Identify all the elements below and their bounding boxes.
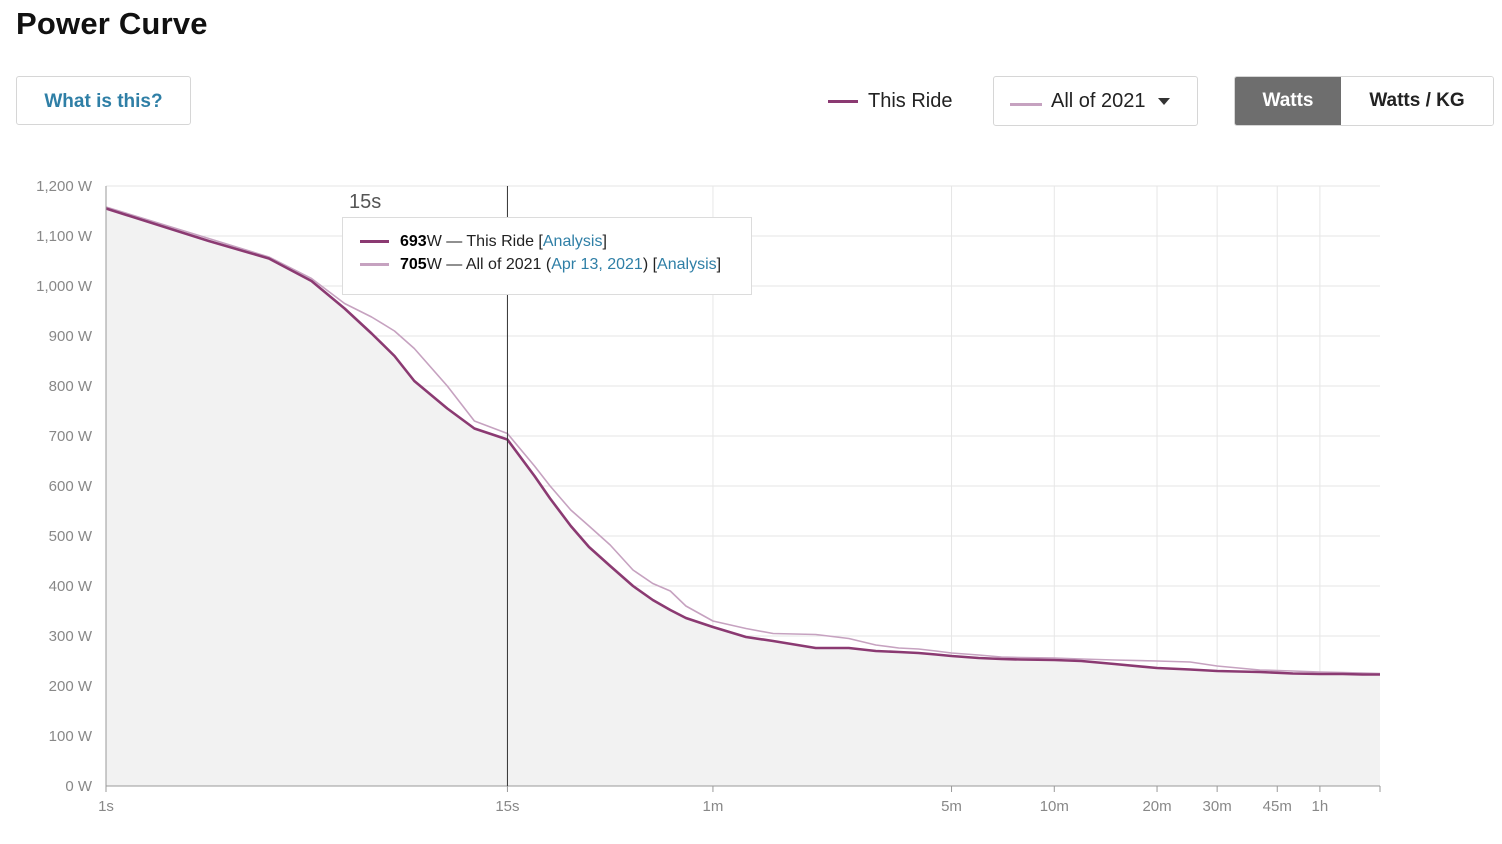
unit-watts-per-kg-button[interactable]: Watts / KG: [1341, 77, 1493, 125]
unit-watts-button[interactable]: Watts: [1235, 77, 1341, 125]
x-tick-label: 15s: [495, 798, 519, 815]
cursor-time-label: 15s: [349, 191, 382, 213]
page-title: Power Curve: [16, 6, 208, 41]
tooltip-this-ride-swatch: [360, 240, 389, 243]
tooltip-row-this-ride: 693 W — This Ride [ Analysis ]: [360, 230, 751, 253]
y-tick-label: 600 W: [49, 478, 93, 495]
chevron-down-icon: [1157, 97, 1170, 105]
x-tick-label: 1h: [1312, 798, 1329, 815]
tooltip-compare-close-bracket: ]: [716, 255, 722, 273]
tooltip-compare-value: 705: [400, 255, 427, 273]
this-ride-swatch: [828, 99, 858, 103]
series-lines: [105, 206, 1381, 676]
y-tick-label: 500 W: [49, 528, 93, 545]
y-tick-label: 800 W: [49, 378, 93, 395]
tooltip-this-ride-analysis-link[interactable]: Analysis: [542, 232, 603, 250]
y-tick-label: 0 W: [65, 778, 93, 795]
y-tick-label: 100 W: [49, 728, 93, 745]
y-tick-label: 1,000 W: [36, 278, 93, 295]
axes: 0 W 100 W 200 W 300 W 400 W 500 W 600 W 700 W 80…: [36, 178, 1381, 815]
x-tick-label: 1s: [98, 798, 114, 815]
y-tick-label: 1,200 W: [36, 178, 93, 195]
tooltip-compare-swatch: [360, 263, 389, 266]
y-tick-label: 200 W: [49, 678, 93, 695]
x-tick-label: 1m: [703, 798, 724, 815]
tooltip-this-ride-close-bracket: ]: [602, 232, 607, 250]
series-line-this-ride: [105, 207, 1380, 676]
tooltip-row-compare: 705 W — All of 2021 ( Apr 13, 2021 ) [ A…: [360, 253, 751, 276]
compare-period-dropdown[interactable]: All of 2021: [993, 76, 1198, 126]
this-ride-area: [106, 208, 1380, 786]
y-tick-label: 300 W: [49, 628, 93, 645]
x-tick-label: 30m: [1203, 798, 1232, 815]
tooltip-compare-date-link[interactable]: Apr 13, 2021: [551, 255, 643, 273]
tooltip-compare-mid: ) [: [642, 255, 658, 273]
x-tick-label: 10m: [1040, 798, 1069, 815]
unit-toggle: Watts Watts / KG: [1234, 76, 1494, 126]
y-tick-label: 400 W: [49, 578, 93, 595]
legend-this-ride: This Ride: [828, 88, 952, 114]
tooltip-compare-analysis-link[interactable]: Analysis: [657, 255, 717, 273]
y-tick-label: 900 W: [49, 328, 93, 345]
x-tick-label: 5m: [941, 798, 962, 815]
tooltip-this-ride-text: W — This Ride [: [426, 232, 543, 250]
compare-period-label: All of 2021: [1051, 89, 1146, 112]
compare-swatch: [1010, 102, 1042, 106]
x-tick-label: 45m: [1263, 798, 1292, 815]
tooltip-compare-text: W — All of 2021 (: [426, 255, 552, 273]
x-tick-label: 20m: [1142, 798, 1171, 815]
y-tick-label: 1,100 W: [36, 228, 93, 245]
y-tick-label: 700 W: [49, 428, 93, 445]
hover-tooltip: 693 W — This Ride [ Analysis ] 705 W — A…: [342, 217, 752, 295]
what-is-this-button[interactable]: What is this?: [16, 76, 191, 125]
series-line-all-of-2021: [105, 206, 1381, 675]
tooltip-this-ride-value: 693: [400, 232, 427, 250]
legend-this-ride-label: This Ride: [868, 89, 953, 112]
area-fill: [106, 208, 1380, 786]
